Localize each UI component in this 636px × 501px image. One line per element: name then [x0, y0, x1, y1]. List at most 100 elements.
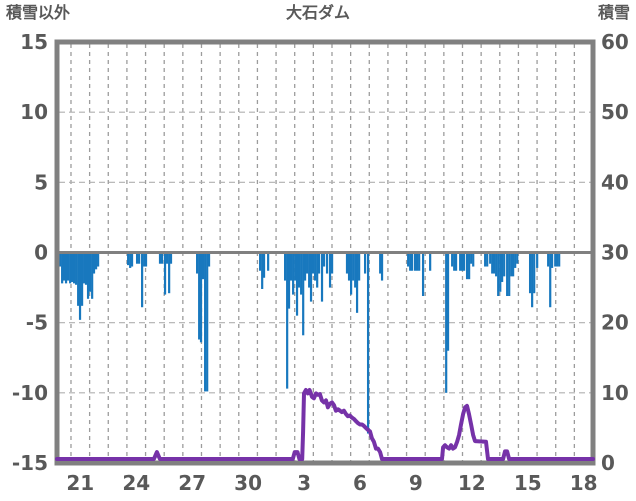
precip-bar: [302, 252, 305, 336]
precip-bar: [308, 252, 311, 288]
precip-bar: [294, 252, 297, 281]
precip-bar: [130, 252, 134, 267]
precip-bar: [531, 252, 534, 308]
right-axis-tick-label: 60: [601, 30, 629, 54]
precip-bar: [508, 252, 511, 297]
right-axis-tick-label: 20: [601, 311, 629, 335]
page-title: 大石ダム: [285, 3, 350, 22]
precip-bar: [366, 252, 370, 434]
precip-bar: [325, 252, 329, 274]
precip-bar: [165, 252, 169, 264]
right-axis-title: 積雪: [597, 3, 630, 22]
precip-bar: [350, 252, 353, 295]
precip-bar: [421, 252, 425, 297]
precip-bar: [322, 252, 326, 267]
right-axis-tick-label: 0: [601, 451, 615, 475]
precip-bar: [493, 252, 496, 274]
right-axis-tick-label: 40: [601, 170, 629, 194]
x-axis-tick-label: 24: [122, 471, 150, 495]
precip-bar: [300, 252, 303, 295]
precip-bar: [354, 252, 357, 288]
precip-bar: [127, 252, 130, 266]
precip-bar: [259, 252, 262, 271]
x-axis-tick-label: 18: [570, 471, 598, 495]
precip-bar: [549, 252, 552, 308]
precip-bar: [416, 252, 419, 271]
right-axis-tick-label: 30: [601, 241, 629, 265]
precip-bar: [295, 252, 299, 316]
precip-bar: [78, 252, 82, 320]
x-axis-tick-label: 3: [297, 471, 311, 495]
precip-bar: [499, 252, 502, 292]
precip-bar: [196, 252, 199, 274]
precip-bar: [462, 252, 466, 271]
precip-bar: [363, 252, 367, 274]
precip-bar: [407, 252, 410, 267]
x-axis-tick-label: 9: [409, 471, 423, 495]
precip-bar: [284, 252, 287, 281]
precip-bar: [84, 252, 88, 285]
precip-bar: [72, 252, 76, 284]
precip-bar: [497, 252, 500, 297]
precip-bar: [453, 252, 456, 271]
precip-bar: [316, 252, 319, 288]
precip-bar: [459, 252, 462, 271]
precip-bar: [506, 252, 509, 297]
precip-bar: [80, 252, 84, 306]
precip-bar: [143, 252, 146, 267]
right-axis-tick-label: 10: [601, 381, 629, 405]
precip-bar: [292, 252, 295, 295]
precip-bar: [144, 252, 148, 267]
precip-bar: [554, 252, 557, 267]
precip-bar: [495, 252, 498, 277]
precip-bar: [491, 252, 494, 274]
left-axis-tick-label: -5: [26, 311, 48, 335]
precip-bar: [472, 252, 475, 267]
precip-bar: [70, 252, 74, 282]
precip-bar: [328, 252, 332, 288]
precip-bar: [558, 252, 561, 267]
precip-bar: [129, 252, 132, 268]
precip-bar: [138, 252, 141, 264]
precip-bar: [66, 252, 70, 281]
precip-bar: [516, 252, 519, 264]
left-axis-title: 積雪以外: [6, 3, 71, 22]
precip-bar: [470, 252, 473, 264]
precip-bar: [550, 252, 554, 268]
precip-bar: [528, 252, 532, 294]
precip-bar: [501, 252, 504, 282]
x-axis-tick-label: 30: [234, 471, 262, 495]
precip-bar: [379, 252, 382, 274]
precip-bar: [320, 252, 324, 302]
precip-bar: [88, 252, 92, 292]
precip-bar: [204, 252, 207, 392]
precip-bar: [352, 252, 355, 281]
precip-bar: [163, 252, 167, 295]
precip-bar: [347, 252, 351, 281]
plot-border: [54, 39, 596, 466]
precip-bar: [410, 252, 414, 271]
precip-bar: [484, 252, 487, 267]
left-axis-tick-label: -10: [12, 381, 48, 405]
left-axis-tick-label: 0: [34, 241, 48, 265]
precip-bar: [512, 252, 515, 277]
left-axis-tick-label: 10: [20, 100, 48, 124]
left-axis-tick-label: -15: [12, 451, 48, 475]
precip-bar: [77, 252, 80, 306]
precip-bar: [311, 252, 315, 274]
precip-bar: [418, 252, 421, 271]
precip-bar: [261, 252, 264, 289]
left-axis-tick-label: 15: [20, 30, 48, 54]
precip-bar: [355, 252, 359, 313]
precip-bar: [201, 252, 205, 280]
precip-bar: [547, 252, 550, 267]
precip-bar: [533, 252, 536, 294]
precip-bar: [169, 252, 173, 264]
snow-line: [55, 388, 595, 461]
precip-bar: [465, 252, 469, 280]
precip-bar: [61, 252, 64, 284]
precip-bar: [158, 252, 162, 264]
precip-bar: [306, 252, 309, 274]
precip-bar: [198, 252, 201, 340]
